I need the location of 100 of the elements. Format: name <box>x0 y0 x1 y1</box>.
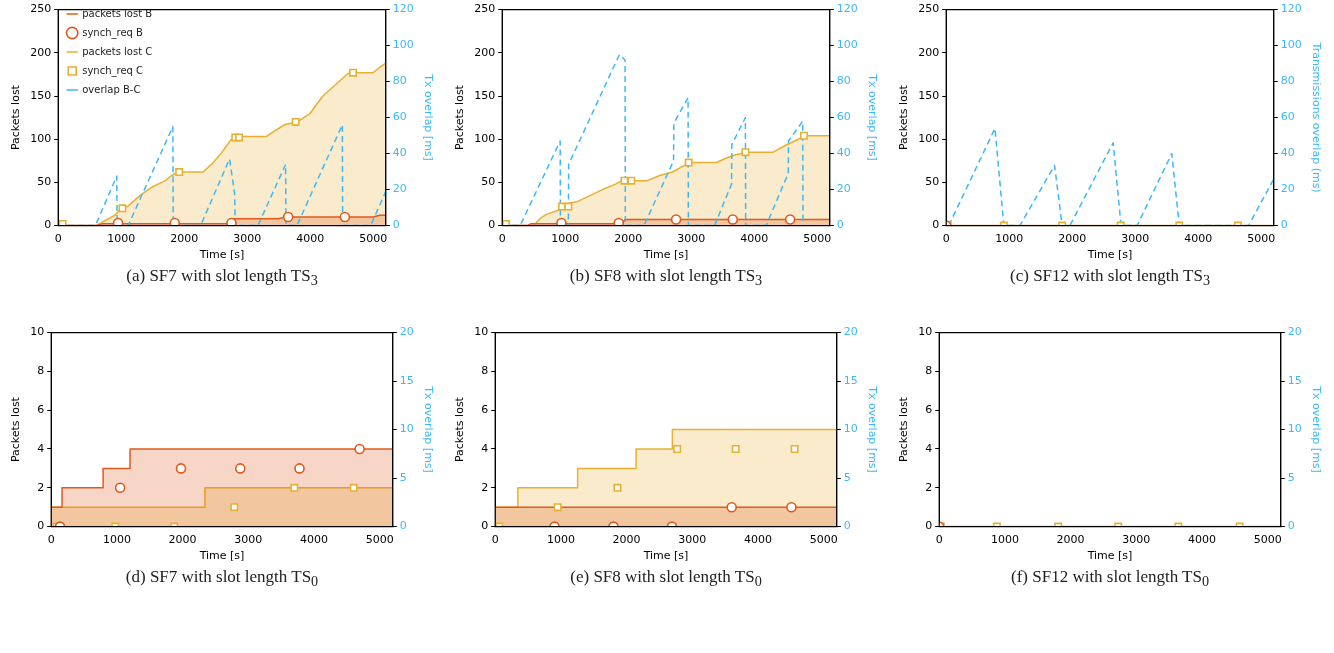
y2-tick-label: 20 <box>399 325 414 339</box>
x-tick-label: 3000 <box>234 533 263 547</box>
y-tick-label: 10 <box>30 325 45 339</box>
y2-tick-label: 40 <box>392 146 407 160</box>
y2-tick-label: 10 <box>1287 422 1302 436</box>
x-tick-label: 1000 <box>546 533 575 547</box>
x-tick-label: 2000 <box>1058 232 1087 246</box>
legend-label: synch_req B <box>82 26 144 39</box>
y2-axis-title: Tx overlap [ms] <box>421 73 435 161</box>
y-tick-label: 8 <box>925 364 933 378</box>
y-tick-label: 10 <box>474 325 489 339</box>
y-tick-label: 4 <box>37 442 45 456</box>
y2-tick-label: 10 <box>843 422 858 436</box>
x-tick-label: 5000 <box>1247 232 1276 246</box>
y-tick-label: 2 <box>37 481 45 495</box>
y2-tick-label: 40 <box>836 146 851 160</box>
x-tick-label: 3000 <box>1122 533 1151 547</box>
x-tick-label: 1000 <box>102 533 131 547</box>
x-tick-label: 1000 <box>990 533 1019 547</box>
text: (a) SF7 with slot length TS$_{3}$ <box>126 266 318 290</box>
y-tick-label: 0 <box>925 519 933 533</box>
y-tick-label: 4 <box>481 442 489 456</box>
x-tick-label: 3000 <box>1121 232 1150 246</box>
x-tick-label: 4000 <box>1184 232 1213 246</box>
y2-tick-label: 15 <box>1287 374 1302 388</box>
y-axis-title: Packets lost <box>9 396 23 463</box>
x-tick-label: 4000 <box>740 232 769 246</box>
y2-tick-label: 15 <box>843 374 858 388</box>
y2-tick-label: 0 <box>1280 218 1288 232</box>
x-tick-label: 5000 <box>803 232 832 246</box>
y2-tick-label: 0 <box>836 218 844 232</box>
y2-tick-label: 100 <box>836 38 858 52</box>
y-tick-label: 6 <box>925 403 933 417</box>
x-tick-label: 0 <box>54 232 62 246</box>
y-axis-title: Packets lost <box>897 396 911 463</box>
text: (c) SF12 with slot length TS$_{3}$ <box>1010 266 1210 290</box>
legend-label: packets lost C <box>82 45 153 57</box>
y-tick-label: 0 <box>488 218 496 232</box>
y-tick-label: 2 <box>925 481 933 495</box>
x-tick-label: 1000 <box>107 232 136 246</box>
x-tick-label: 2000 <box>1056 533 1085 547</box>
y2-axis-title: Tx overlap [ms] <box>1309 385 1323 474</box>
y-tick-label: 200 <box>30 45 52 59</box>
y2-tick-label: 60 <box>392 110 407 124</box>
y2-tick-label: 40 <box>1280 146 1295 160</box>
text: (d) SF7 with slot length TS$_{0}$ <box>125 567 319 591</box>
y2-tick-label: 0 <box>843 519 851 533</box>
x-axis-title: Time [s] <box>198 248 245 262</box>
y-axis-title: Packets lost <box>9 84 23 151</box>
y2-tick-label: 0 <box>1287 519 1295 533</box>
y-tick-label: 6 <box>37 403 45 417</box>
y-tick-label: 200 <box>474 45 496 59</box>
x-tick-label: 4000 <box>743 533 772 547</box>
y2-axis-title: Transmissions overlap (ms) <box>1309 41 1323 193</box>
y-tick-label: 0 <box>932 218 940 232</box>
x-tick-label: 3000 <box>678 533 707 547</box>
y2-tick-label: 20 <box>1280 182 1295 196</box>
y2-tick-label: 5 <box>399 471 407 485</box>
text: (b) SF8 with slot length TS$_{3}$ <box>569 266 763 290</box>
y2-tick-label: 100 <box>392 38 414 52</box>
y-tick-label: 100 <box>474 132 496 146</box>
y-tick-label: 4 <box>925 442 933 456</box>
x-tick-label: 3000 <box>677 232 706 246</box>
y2-tick-label: 80 <box>392 74 407 88</box>
y-tick-label: 50 <box>925 175 940 189</box>
y-tick-label: 0 <box>481 519 489 533</box>
x-tick-label: 4000 <box>299 533 328 547</box>
x-tick-label: 2000 <box>614 232 643 246</box>
y2-tick-label: 80 <box>1280 74 1295 88</box>
y2-tick-label: 120 <box>1280 2 1302 16</box>
x-tick-label: 1000 <box>551 232 580 246</box>
y-tick-label: 150 <box>918 88 940 102</box>
x-tick-label: 4000 <box>296 232 325 246</box>
legend-label: overlap B-C <box>82 83 141 95</box>
y2-tick-label: 120 <box>392 2 414 16</box>
x-tick-label: 4000 <box>1187 533 1216 547</box>
y-axis-title: Packets lost <box>453 396 467 463</box>
x-tick-label: 2000 <box>168 533 197 547</box>
x-tick-label: 1000 <box>995 232 1024 246</box>
y2-tick-label: 5 <box>843 471 851 485</box>
y-tick-label: 2 <box>481 481 489 495</box>
y2-axis-title: Tx overlap [ms] <box>421 385 435 474</box>
y-tick-label: 250 <box>474 2 496 16</box>
x-tick-label: 3000 <box>233 232 262 246</box>
x-axis-title: Time [s] <box>1086 549 1133 563</box>
y-tick-label: 100 <box>918 132 940 146</box>
x-tick-label: 2000 <box>612 533 641 547</box>
x-tick-label: 0 <box>498 232 506 246</box>
y-tick-label: 200 <box>918 45 940 59</box>
text: (e) SF8 with slot length TS$_{0}$ <box>570 567 762 591</box>
y2-tick-label: 5 <box>1287 471 1295 485</box>
x-tick-label: 5000 <box>359 232 388 246</box>
y-tick-label: 150 <box>474 88 496 102</box>
y2-tick-label: 60 <box>836 110 851 124</box>
y2-tick-label: 20 <box>1287 325 1302 339</box>
y2-tick-label: 15 <box>399 374 414 388</box>
y2-tick-label: 100 <box>1280 38 1302 52</box>
x-tick-label: 5000 <box>809 533 838 547</box>
y-tick-label: 8 <box>481 364 489 378</box>
x-axis-title: Time [s] <box>642 248 689 262</box>
